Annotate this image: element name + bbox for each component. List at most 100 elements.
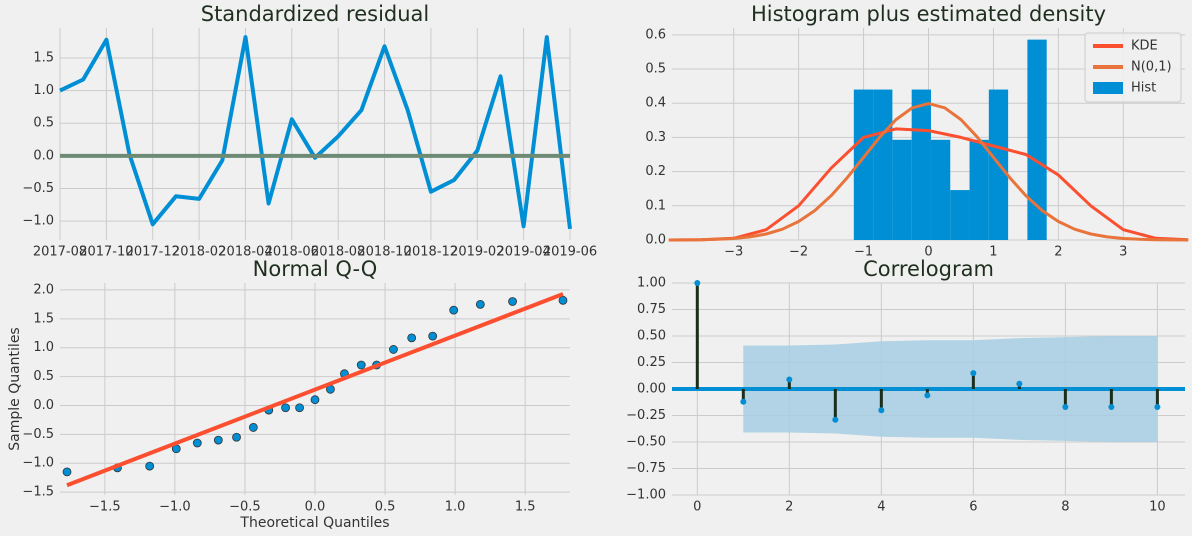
y-tick-label: 0.6 [645, 27, 666, 42]
y-tick-label: 0.3 [645, 130, 666, 145]
y-tick-label: −0.75 [626, 461, 666, 476]
qq-point [248, 423, 258, 432]
qq-point [310, 395, 320, 405]
panel-title: Normal Q-Q [253, 257, 378, 281]
qq-point [295, 403, 304, 413]
y-tick-label: −1.0 [22, 456, 54, 471]
x-tick-label: 2017-12 [126, 245, 180, 260]
y-tick-label: 0.4 [645, 96, 666, 111]
y-tick-label: 0.00 [637, 382, 666, 397]
panel-title: Histogram plus estimated density [751, 2, 1106, 26]
y-tick-label: 0.5 [33, 116, 54, 131]
x-tick-label: 2018-08 [311, 245, 365, 260]
qq-point [475, 299, 485, 309]
x-tick-label: 2017-10 [79, 245, 133, 260]
x-tick-label: 8 [1061, 500, 1069, 515]
series-line [59, 35, 572, 230]
y-tick-label: −1.5 [22, 485, 54, 500]
hist-bar [853, 89, 874, 240]
panel: Normal Q-Q −1.5 −1.0 −0.5 0.0 0.5 1.0 1.5 2.0 −1.… [7, 257, 570, 531]
y-tick-label: 2.0 [33, 282, 54, 297]
hist-bar [930, 139, 951, 240]
qq-point [428, 331, 438, 341]
qq-point [145, 461, 155, 471]
y-tick-label: 0.50 [637, 329, 666, 344]
panel-title: Standardized residual [201, 2, 430, 26]
x-tick-label: 1.0 [445, 500, 466, 515]
acf-marker [970, 370, 977, 377]
legend-label: N(0,1) [1131, 60, 1172, 75]
x-tick-label: 2018-04 [218, 245, 272, 260]
x-tick-label: −1 [854, 245, 873, 260]
legend-swatch [1093, 82, 1123, 94]
hist-bar [873, 89, 893, 240]
acf-marker [1016, 380, 1023, 387]
qq-point [356, 360, 366, 370]
x-tick-label: 0 [693, 500, 701, 515]
x-tick-label: 4 [877, 500, 885, 515]
y-tick-label: 0.5 [645, 62, 666, 77]
acf-marker [740, 398, 747, 405]
qq-point [508, 297, 517, 306]
x-tick-label: 2018-10 [357, 245, 411, 260]
y-tick-label: −1.0 [22, 214, 54, 229]
y-tick-label: 1.00 [637, 276, 666, 291]
reference-line [66, 292, 564, 488]
y-tick-label: 0.75 [637, 302, 666, 317]
legend-label: KDE [1131, 39, 1158, 54]
acf-marker [786, 376, 793, 383]
qq-point [192, 438, 202, 448]
x-tick-label: 2018-12 [404, 245, 458, 260]
x-tick-label: 1 [989, 245, 997, 260]
hist-bar [950, 190, 970, 240]
acf-marker [832, 416, 839, 423]
x-tick-label: 2019-04 [496, 245, 550, 260]
x-tick-label: 1.5 [515, 500, 536, 515]
x-tick-label: 2018-06 [265, 245, 319, 260]
qq-point [62, 467, 72, 477]
y-tick-label: 0.25 [637, 355, 666, 370]
y-tick-label: 1.5 [33, 51, 54, 66]
acf-marker [924, 392, 931, 399]
y-tick-label: 0.2 [645, 164, 666, 179]
hist-bar [892, 139, 912, 240]
acf-marker [1108, 404, 1115, 411]
x-tick-label: −1.5 [89, 500, 121, 515]
x-tick-label: 3 [1119, 245, 1127, 260]
panel: Correlogram −1.00 −0.75 −0.50 −0.25 0.00 0.25 0… [626, 257, 1185, 515]
y-tick-label: −0.5 [22, 181, 54, 196]
x-tick-label: 2019-02 [450, 245, 504, 260]
acf-marker [1154, 404, 1161, 411]
y-tick-label: 0.0 [33, 148, 54, 163]
y-tick-label: 0.5 [33, 369, 54, 384]
y-tick-label: 0.1 [645, 198, 666, 213]
qq-point [449, 305, 459, 315]
y-tick-label: 0.0 [645, 233, 666, 248]
x-tick-label: 2017-08 [33, 245, 87, 260]
qq-point [232, 432, 241, 442]
density-line [668, 127, 1189, 242]
hist-bar [969, 139, 989, 240]
panel-title: Correlogram [863, 257, 994, 281]
qq-point [213, 435, 223, 445]
x-tick-label: 2019-06 [543, 245, 597, 260]
qq-point [558, 295, 568, 305]
y-tick-label: 1.0 [33, 83, 54, 98]
density-line [668, 102, 1189, 242]
x-tick-label: 0 [924, 245, 932, 260]
hist-bar [911, 89, 931, 240]
y-tick-label: 0.0 [33, 398, 54, 413]
qq-point [407, 333, 417, 343]
x-tick-label: 2018-02 [172, 245, 226, 260]
acf-marker [1062, 404, 1069, 411]
hist-bar [1027, 39, 1047, 240]
x-tick-label: −3 [724, 245, 743, 260]
x-tick-label: 2 [785, 500, 793, 515]
x-tick-label: −2 [789, 245, 808, 260]
x-axis-label: Theoretical Quantiles [239, 515, 389, 531]
x-tick-label: −1.0 [159, 500, 191, 515]
x-tick-label: −0.5 [229, 500, 261, 515]
panel: Standardized residual −1.0 −0.5 0.0 0.5 1.0 1.… [22, 2, 597, 260]
